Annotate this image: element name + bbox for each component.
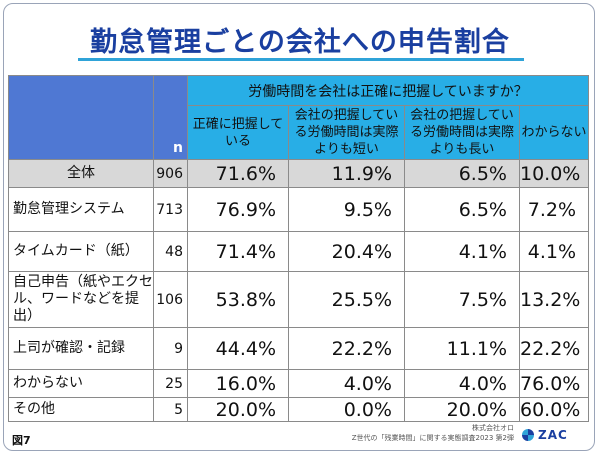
table-corner <box>8 75 154 160</box>
n-cell: 48 <box>153 231 188 272</box>
n-cell: 5 <box>153 397 188 422</box>
table-row: 自己申告（紙やエクセル、ワードなどを提出） 106 53.8% 25.5% 7.… <box>8 271 590 328</box>
value-cell: 20.4% <box>288 231 405 272</box>
table-row: タイムカード（紙） 48 71.4% 20.4% 4.1% 4.1% <box>8 231 590 272</box>
row-label: タイムカード（紙） <box>8 231 154 272</box>
row-label: その他 <box>8 397 154 422</box>
n-cell: 713 <box>153 187 188 232</box>
figure-label: 図7 <box>12 434 31 447</box>
row-label: 上司が確認・記録 <box>8 327 154 370</box>
value-cell: 22.2% <box>518 327 590 370</box>
value-cell: 53.8% <box>187 271 289 328</box>
company-name: 株式会社オロ <box>472 424 514 432</box>
value-cell: 11.9% <box>288 159 405 188</box>
value-cell: 10.0% <box>518 159 590 188</box>
n-cell: 9 <box>153 327 188 370</box>
value-cell: 76.9% <box>187 187 289 232</box>
question-header: 労働時間を会社は正確に把握していますか？ <box>186 75 590 106</box>
value-cell: 4.0% <box>288 369 405 398</box>
table-row: 勤怠管理システム 713 76.9% 9.5% 6.5% 7.2% <box>8 187 590 232</box>
value-cell: 4.0% <box>404 369 520 398</box>
value-cell: 20.0% <box>404 397 520 422</box>
value-cell: 76.0% <box>518 369 590 398</box>
logo-mark-icon <box>522 429 534 441</box>
n-cell: 106 <box>153 271 188 328</box>
option-header: 会社の把握している労働時間は実際よりも長い <box>404 105 520 160</box>
table-row: その他 5 20.0% 0.0% 20.0% 60.0% <box>8 397 590 422</box>
table-row-total: 全体 906 71.6% 11.9% 6.5% 10.0% <box>8 159 590 188</box>
value-cell: 60.0% <box>518 397 590 422</box>
value-cell: 22.2% <box>288 327 405 370</box>
value-cell: 9.5% <box>288 187 405 232</box>
value-cell: 6.5% <box>404 159 520 188</box>
value-cell: 4.1% <box>404 231 520 272</box>
table-row: わからない 25 16.0% 4.0% 4.0% 76.0% <box>8 369 590 398</box>
row-label: 全体 <box>8 159 154 188</box>
row-label: わからない <box>8 369 154 398</box>
source-note: 株式会社オロ Z世代の「残業時間」に関する実態調査2023 第2弾 <box>352 423 514 443</box>
value-cell: 71.4% <box>187 231 289 272</box>
logo-text: ZAC <box>538 428 568 442</box>
n-cell: 906 <box>153 159 188 188</box>
title-underline <box>78 58 524 61</box>
value-cell: 6.5% <box>404 187 520 232</box>
value-cell: 7.5% <box>404 271 520 328</box>
value-cell: 0.0% <box>288 397 405 422</box>
value-cell: 44.4% <box>187 327 289 370</box>
value-cell: 25.5% <box>288 271 405 328</box>
value-cell: 7.2% <box>518 187 590 232</box>
value-cell: 16.0% <box>187 369 289 398</box>
value-cell: 13.2% <box>518 271 590 328</box>
page-title: 勤怠管理ごとの会社への申告割合 <box>90 27 510 58</box>
value-cell: 4.1% <box>518 231 590 272</box>
n-column-header: n <box>153 75 188 160</box>
survey-source: Z世代の「残業時間」に関する実態調査2023 第2弾 <box>351 434 514 442</box>
row-label: 勤怠管理システム <box>8 187 154 232</box>
option-header: わからない <box>518 105 590 160</box>
n-cell: 25 <box>153 369 188 398</box>
table-row: 上司が確認・記録 9 44.4% 22.2% 11.1% 22.2% <box>8 327 590 370</box>
value-cell: 11.1% <box>404 327 520 370</box>
row-label: 自己申告（紙やエクセル、ワードなどを提出） <box>8 271 154 328</box>
option-header: 会社の把握している労働時間は実際よりも短い <box>288 105 405 160</box>
survey-table: n 労働時間を会社は正確に把握していますか？ 正確に把握している 会社の把握して… <box>8 75 590 422</box>
zac-logo: ZAC <box>522 428 568 442</box>
value-cell: 71.6% <box>187 159 289 188</box>
option-header: 正確に把握している <box>187 105 289 160</box>
value-cell: 20.0% <box>187 397 289 422</box>
